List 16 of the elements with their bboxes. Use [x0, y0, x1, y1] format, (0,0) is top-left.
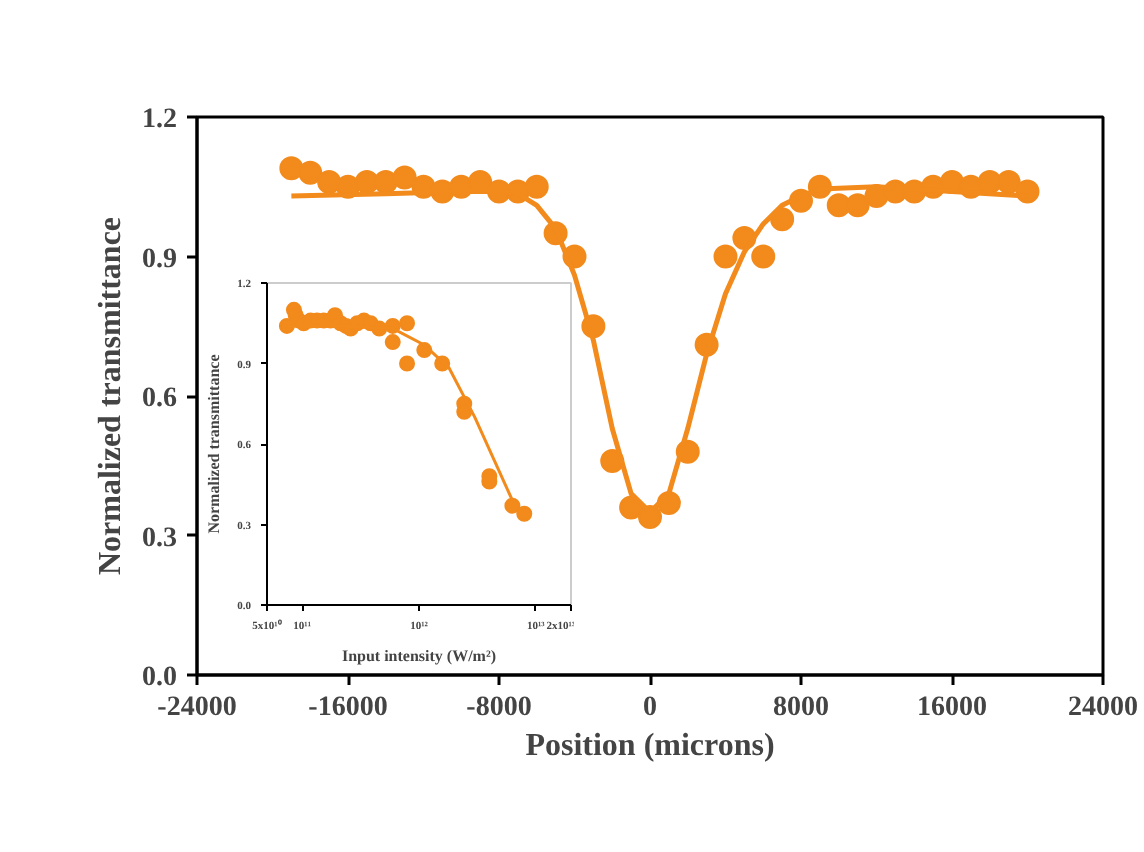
x-tick-label: -24000	[157, 693, 237, 723]
y-axis-title: Normalized transmittance	[205, 353, 224, 534]
y-tick-label: 1.2	[142, 105, 177, 135]
x-tick-label: 0	[643, 693, 657, 723]
x-tick-label: -8000	[466, 693, 532, 723]
x-tick-label: 16000	[917, 693, 987, 723]
y-tick-label: 0.0	[142, 663, 177, 693]
y-tick-label: 0.9	[142, 244, 177, 275]
x-axis-title: Input intensity (W/m²)	[341, 647, 497, 665]
y-tick-label: 0.6	[142, 384, 177, 414]
y-tick-label: 0.3	[142, 523, 177, 554]
x-tick-label: 24000	[1068, 693, 1138, 723]
x-tick-label: 8000	[773, 693, 829, 723]
x-axis-title: Position (microns)	[525, 729, 775, 763]
y-axis-title: Normalized transmittance	[94, 216, 128, 576]
x-tick-label: -16000	[308, 693, 388, 723]
